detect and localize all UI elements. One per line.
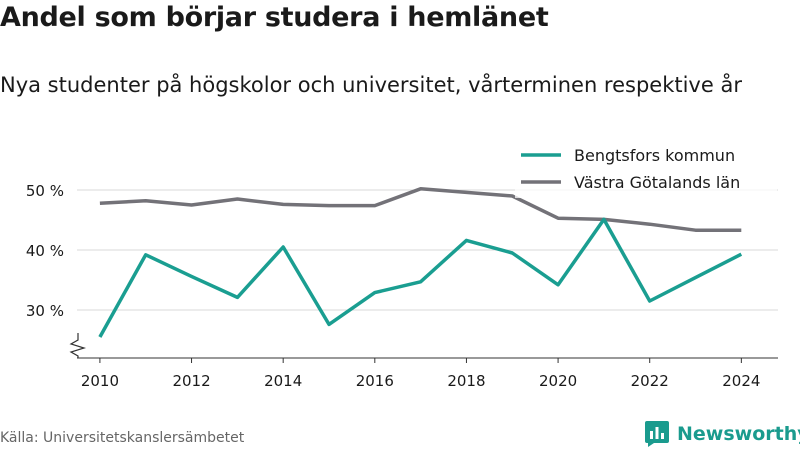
x-tick-label: 2012 [172,372,210,390]
x-tick-label: 2016 [356,372,394,390]
x-tick-label: 2014 [264,372,302,390]
axis-break-symbol [69,333,87,358]
brand-logo: Newsworthy [645,420,800,448]
series-line-bengtsfors [98,217,743,338]
source-note: Källa: Universitetskanslersämbetet [0,430,245,446]
bar-chart-icon [645,421,669,447]
y-tick-label: 50 % [26,182,64,200]
x-tick-label: 2020 [539,372,577,390]
chart-title: Andel som börjar studera i hemlänet [0,2,549,33]
legend-label: Bengtsfors kommun [574,146,735,165]
legend-background [515,140,777,198]
y-tick-label: 40 % [26,242,64,260]
brand-name: Newsworthy [677,423,800,445]
x-tick-label: 2018 [447,372,485,390]
x-tick-label: 2024 [722,372,760,390]
x-tick-label: 2022 [631,372,669,390]
legend-label: Västra Götalands län [574,173,740,192]
x-tick-label: 2010 [81,372,119,390]
chart-subtitle: Nya studenter på högskolor och universit… [0,73,742,97]
series-line-vastra-gotaland [99,187,742,232]
y-tick-label: 30 % [26,302,64,320]
